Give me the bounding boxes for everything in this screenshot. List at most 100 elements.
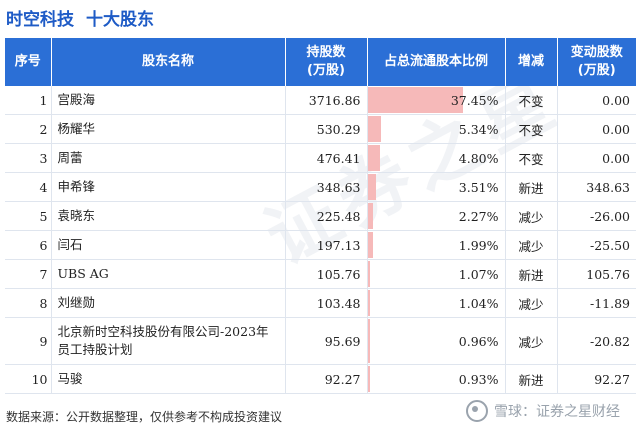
table-row: 5 袁晓东 225.48 2.27% 减少 -26.00 [5,201,636,231]
ratio-bar [367,174,377,200]
row-shares: 476.41 [285,143,368,173]
row-index: 3 [5,143,52,173]
row-index: 1 [5,86,52,115]
col-header-shares-line1: 持股数 [306,45,346,60]
row-index: 10 [5,364,52,394]
shareholder-name-text: 闫石 [57,237,83,252]
shareholder-name-text: 刘继勋 [57,295,96,310]
row-change: 92.27 [557,364,636,394]
row-ratio: 4.80% [367,143,506,173]
shareholder-name-text: 申希锋 [57,179,96,194]
ratio-bar [367,319,370,363]
row-shareholder-name: 杨耀华 [51,114,286,144]
row-change: -11.89 [557,288,636,318]
shareholder-name-text: 马骏 [57,371,83,386]
row-trend: 减少 [505,201,558,231]
col-header-shares-line2: (万股) [307,63,345,78]
row-shareholder-name: 申希锋 [51,172,286,202]
row-shareholder-name: 宫殿海 [51,86,286,115]
row-shares: 105.76 [285,259,368,289]
page-subtitle: 十大股东 [86,9,154,30]
ratio-bar [367,203,374,229]
row-trend: 新进 [505,259,558,289]
ratio-value: 1.07% [458,266,499,282]
row-shares: 95.69 [285,317,368,365]
row-change: -26.00 [557,201,636,231]
shareholder-name-text: 杨耀华 [57,121,96,136]
ratio-bar [367,261,371,287]
col-header-change-line2: (万股) [577,63,616,78]
row-shares: 225.48 [285,201,368,231]
table-row: 2 杨耀华 530.29 5.34% 不变 0.00 [5,114,636,144]
table-header-row: 序号 股东名称 持股数 (万股) 占总流通股本比例 增减 变动股数 (万股) [5,38,636,86]
col-header-ratio: 占总流通股本比例 [367,38,506,86]
table-row: 3 周蕾 476.41 4.80% 不变 0.00 [5,143,636,173]
table-row: 4 申希锋 348.63 3.51% 新进 348.63 [5,172,636,202]
row-index: 7 [5,259,52,289]
row-shares: 348.63 [285,172,368,202]
row-shareholder-name: 刘继勋 [51,288,286,318]
row-change: 0.00 [557,143,636,173]
brand-text: 雪球：证券之星财经 [494,404,620,420]
table-row: 6 闫石 197.13 1.99% 减少 -25.50 [5,230,636,260]
ratio-value: 0.96% [458,333,499,349]
ratio-bar [367,145,380,171]
row-trend: 不变 [505,114,558,144]
table-row: 8 刘继勋 103.48 1.04% 减少 -11.89 [5,288,636,318]
row-shares: 530.29 [285,114,368,144]
ratio-value: 1.99% [458,237,499,253]
row-ratio: 2.27% [367,201,506,231]
row-trend: 减少 [505,317,558,365]
row-trend: 新进 [505,172,558,202]
shareholder-name-text: 宫殿海 [57,92,96,107]
ratio-bar [367,366,370,392]
col-header-trend: 增减 [505,38,558,86]
ratio-bar [367,232,373,258]
row-trend: 新进 [505,364,558,394]
ratio-bar [367,290,371,316]
row-change: -20.82 [557,317,636,365]
row-ratio: 37.45% [367,86,506,115]
row-change: -25.50 [557,230,636,260]
col-header-name: 股东名称 [51,38,286,86]
row-ratio: 5.34% [367,114,506,144]
row-shares: 92.27 [285,364,368,394]
row-index: 6 [5,230,52,260]
row-shareholder-name: 周蕾 [51,143,286,173]
row-shareholder-name: 袁晓东 [51,201,286,231]
data-source-note: 数据来源：公开数据整理，仅供参考不构成投资建议 [6,410,283,424]
row-shareholder-name: 马骏 [51,364,286,394]
row-trend: 不变 [505,86,558,115]
row-index: 2 [5,114,52,144]
brand-mark: 雪球：证券之星财经 [466,400,620,422]
shareholder-name-text: 袁晓东 [57,208,96,223]
shareholders-table: 序号 股东名称 持股数 (万股) 占总流通股本比例 增减 变动股数 (万股) 1… [5,38,636,394]
row-index: 4 [5,172,52,202]
table-row: 9 北京新时空科技股份有限公司-2023年员工持股计划 95.69 0.96% 减少 -2… [5,317,636,365]
ratio-bar [367,116,382,142]
row-index: 9 [5,317,52,365]
ratio-value: 4.80% [458,150,499,166]
row-ratio: 1.07% [367,259,506,289]
row-trend: 减少 [505,230,558,260]
ratio-value: 0.93% [458,371,499,387]
table-row: 7 UBS AG 105.76 1.07% 新进 105.76 [5,259,636,289]
table-row: 10 马骏 92.27 0.93% 新进 92.27 [5,364,636,394]
row-ratio: 0.93% [367,364,506,394]
row-index: 5 [5,201,52,231]
row-ratio: 0.96% [367,317,506,365]
ratio-value: 37.45% [450,92,499,108]
row-shares: 103.48 [285,288,368,318]
ratio-value: 2.27% [458,208,499,224]
row-change: 0.00 [557,86,636,115]
row-trend: 不变 [505,143,558,173]
row-shares: 3716.86 [285,86,368,115]
row-change: 105.76 [557,259,636,289]
row-ratio: 1.99% [367,230,506,260]
row-shares: 197.13 [285,230,368,260]
row-ratio: 1.04% [367,288,506,318]
company-name: 时空科技 [6,9,74,30]
table-row: 1 宫殿海 3716.86 37.45% 不变 0.00 [5,86,636,115]
col-header-change-line1: 变动股数 [570,45,623,60]
shareholder-name-text: UBS AG [57,266,109,281]
